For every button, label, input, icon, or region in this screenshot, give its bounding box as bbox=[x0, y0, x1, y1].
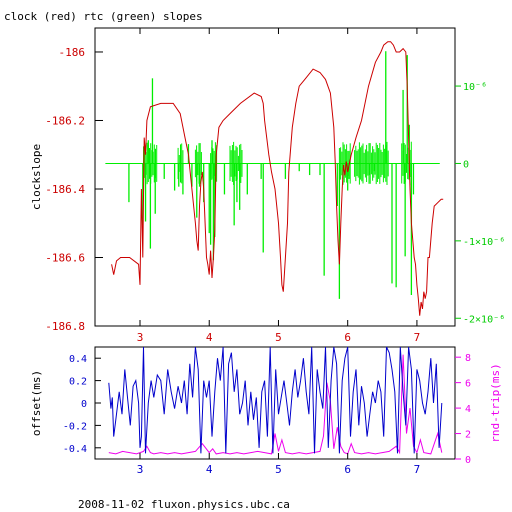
bottom-right-y-ticks: 8 6 4 2 0 bbox=[455, 353, 471, 466]
chart-title: clock (red) rtc (green) slopes bbox=[4, 10, 203, 23]
bottom-x-tick-label: 7 bbox=[414, 463, 421, 476]
top-x-tick-label: 6 bbox=[344, 331, 351, 344]
top-right-y-ticks: -2×10⁻⁶ -1×10⁻⁶ 0 10⁻⁶ bbox=[455, 82, 505, 325]
rtt-series-line bbox=[108, 354, 443, 455]
top-x-tick-label: 5 bbox=[275, 331, 282, 344]
top-panel: 3 4 5 6 7 -186 -186.2 -186.4 -186.6 -186.8 -2×10… bbox=[30, 27, 505, 344]
top-plot-frame bbox=[94, 27, 456, 327]
bottom-y-tick-label: 0.4 bbox=[69, 354, 87, 365]
top-x-tick-label: 3 bbox=[137, 331, 144, 344]
clock-series-line bbox=[111, 41, 444, 316]
bottom-x-tick-label: 6 bbox=[344, 463, 351, 476]
top-x-tick-label: 4 bbox=[206, 331, 213, 344]
top-y-tick-label: -186.4 bbox=[45, 183, 85, 196]
bottom-y2-tick-label: 2 bbox=[465, 430, 471, 441]
top-y-tick-label: -186.8 bbox=[45, 320, 85, 333]
top-y2-tick-label: 10⁻⁶ bbox=[463, 82, 487, 93]
top-y2-tick-label: -1×10⁻⁶ bbox=[463, 237, 505, 248]
top-y-tick-label: -186.6 bbox=[45, 251, 85, 264]
bottom-y-tick-label: -0.2 bbox=[63, 421, 87, 432]
bottom-y-axis-label: offset(ms) bbox=[30, 370, 43, 436]
bottom-y2-tick-label: 8 bbox=[465, 353, 471, 364]
offset-series-line bbox=[108, 346, 443, 454]
rtc-series bbox=[105, 51, 440, 299]
bottom-x-tick-label: 5 bbox=[275, 463, 282, 476]
bottom-y-tick-label: 0.2 bbox=[69, 377, 87, 388]
bottom-right-y-axis-label: rnd-trip(ms) bbox=[489, 363, 502, 442]
top-x-ticks: 3 4 5 6 7 bbox=[137, 28, 421, 344]
top-x-tick-label: 7 bbox=[414, 331, 421, 344]
bottom-y2-tick-label: 4 bbox=[465, 404, 471, 415]
bottom-x-ticks: 3 4 5 6 7 bbox=[137, 453, 421, 476]
bottom-x-tick-label: 4 bbox=[206, 463, 213, 476]
top-y-tick-label: -186 bbox=[59, 46, 86, 59]
bottom-panel: 3 4 5 6 7 0.4 0.2 0 -0.2 -0.4 8 6 4 2 0 offset(ms) r… bbox=[30, 346, 502, 476]
top-y2-tick-label: -2×10⁻⁶ bbox=[463, 314, 505, 325]
bottom-y-tick-label: -0.4 bbox=[63, 444, 87, 455]
bottom-y2-tick-label: 0 bbox=[465, 455, 471, 466]
footer-text: 2008-11-02 fluxon.physics.ubc.ca bbox=[78, 498, 290, 511]
top-left-y-ticks: -186 -186.2 -186.4 -186.6 -186.8 bbox=[45, 46, 103, 333]
bottom-left-y-ticks: 0.4 0.2 0 -0.2 -0.4 bbox=[63, 354, 101, 455]
bottom-y2-tick-label: 6 bbox=[465, 379, 471, 390]
top-y2-tick-label: 0 bbox=[463, 159, 469, 170]
bottom-y-tick-label: 0 bbox=[81, 399, 87, 410]
top-y-axis-label: clockslope bbox=[30, 144, 43, 210]
top-y-tick-label: -186.2 bbox=[45, 114, 85, 127]
bottom-x-tick-label: 3 bbox=[137, 463, 144, 476]
